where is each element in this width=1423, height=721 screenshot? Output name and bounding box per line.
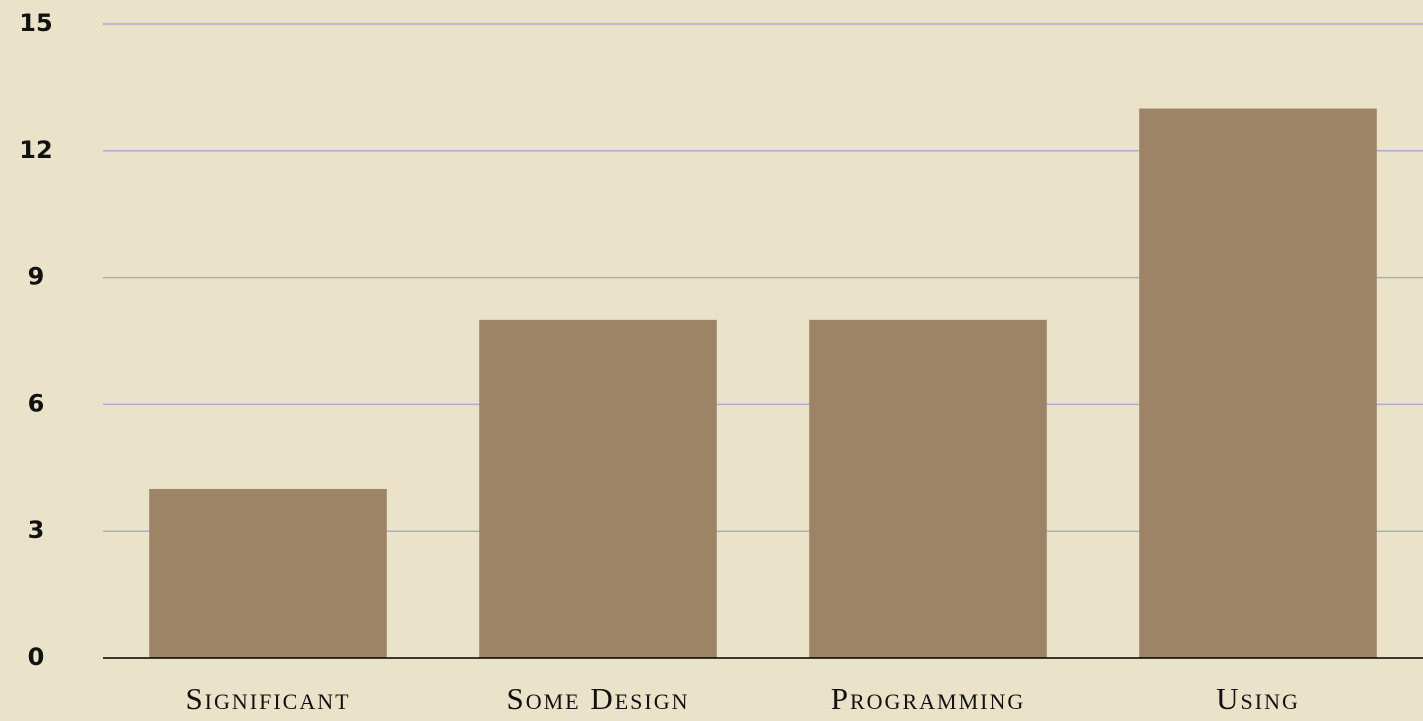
bar [809, 319, 1047, 658]
x-tick-label: Significant [185, 681, 350, 716]
x-tick-label: Some Design [506, 681, 689, 716]
x-tick-label: Using [1216, 681, 1300, 716]
y-tick-label: 15 [19, 9, 52, 37]
y-tick-label: 12 [19, 136, 52, 164]
y-tick-label: 3 [28, 516, 45, 544]
bar [479, 319, 717, 658]
x-tick-label: Programming [831, 681, 1025, 716]
bar [1139, 108, 1377, 659]
y-tick-label: 0 [28, 643, 45, 671]
bar [149, 488, 387, 658]
y-tick-label: 9 [28, 263, 45, 291]
y-tick-label: 6 [28, 389, 45, 417]
